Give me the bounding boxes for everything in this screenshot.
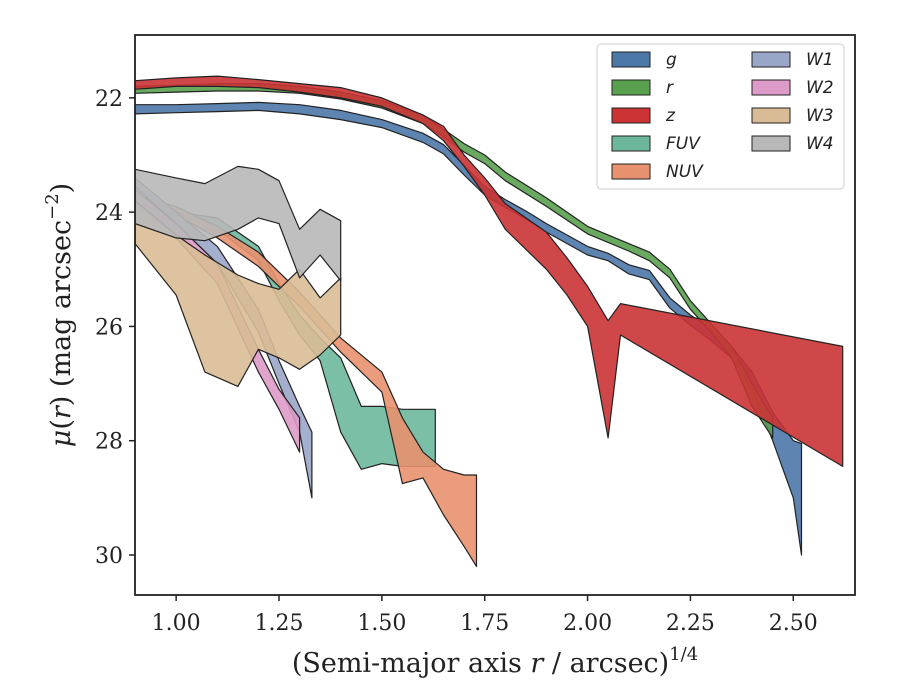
legend-label-g: g <box>666 50 677 70</box>
x-tick-label: 2.00 <box>563 611 612 636</box>
y-tick-label: 28 <box>95 430 123 455</box>
x-axis-title: (Semi-major axis r / arcsec)1/4 <box>292 644 698 679</box>
legend-swatch-fuv <box>611 135 651 152</box>
x-tick-label: 2.50 <box>769 611 818 636</box>
legend-swatch-g <box>611 51 651 68</box>
ticks-layer: 1.00 1.25 1.50 1.75 2.00 2.25 2.50 22 24 26 28 30 <box>95 87 818 636</box>
legend-label-fuv: FUV <box>666 134 701 154</box>
x-tick-label: 2.25 <box>666 611 715 636</box>
legend: grz FUV NUV W1 W2 W3 W4 <box>596 43 845 190</box>
y-axis-title: μ(r) (mag arcsec−2) <box>42 183 77 447</box>
band-w3 <box>135 200 342 387</box>
y-tick-label: 26 <box>95 315 123 340</box>
legend-swatch-nuv <box>611 163 651 180</box>
plot-frame <box>134 34 856 596</box>
band-z <box>135 75 844 467</box>
y-tick-label: 24 <box>95 201 123 226</box>
legend-label-w1: W1 <box>806 50 834 70</box>
bands-layer <box>135 75 844 568</box>
legend-swatch-w2 <box>751 79 791 96</box>
legend-label-r: r <box>666 78 674 98</box>
legend-swatch-w1 <box>751 51 791 68</box>
legend-swatch-z <box>611 107 651 124</box>
legend-swatch-w3 <box>751 107 791 124</box>
legend-label-z: z <box>665 106 676 126</box>
legend-label-w2: W2 <box>806 78 834 98</box>
legend-label-w3: W3 <box>806 106 834 126</box>
y-tick-label: 22 <box>95 87 123 112</box>
x-tick-label: 1.25 <box>255 611 304 636</box>
x-tick-label: 1.00 <box>152 611 201 636</box>
y-tick-label: 30 <box>95 544 123 569</box>
x-tick-label: 1.75 <box>460 611 509 636</box>
legend-swatch-w4 <box>751 135 791 152</box>
x-tick-label: 1.50 <box>357 611 406 636</box>
legend-label-w4: W4 <box>806 134 834 154</box>
legend-swatch-r <box>611 79 651 96</box>
band-w4 <box>135 165 342 282</box>
legend-label-nuv: NUV <box>666 162 704 182</box>
